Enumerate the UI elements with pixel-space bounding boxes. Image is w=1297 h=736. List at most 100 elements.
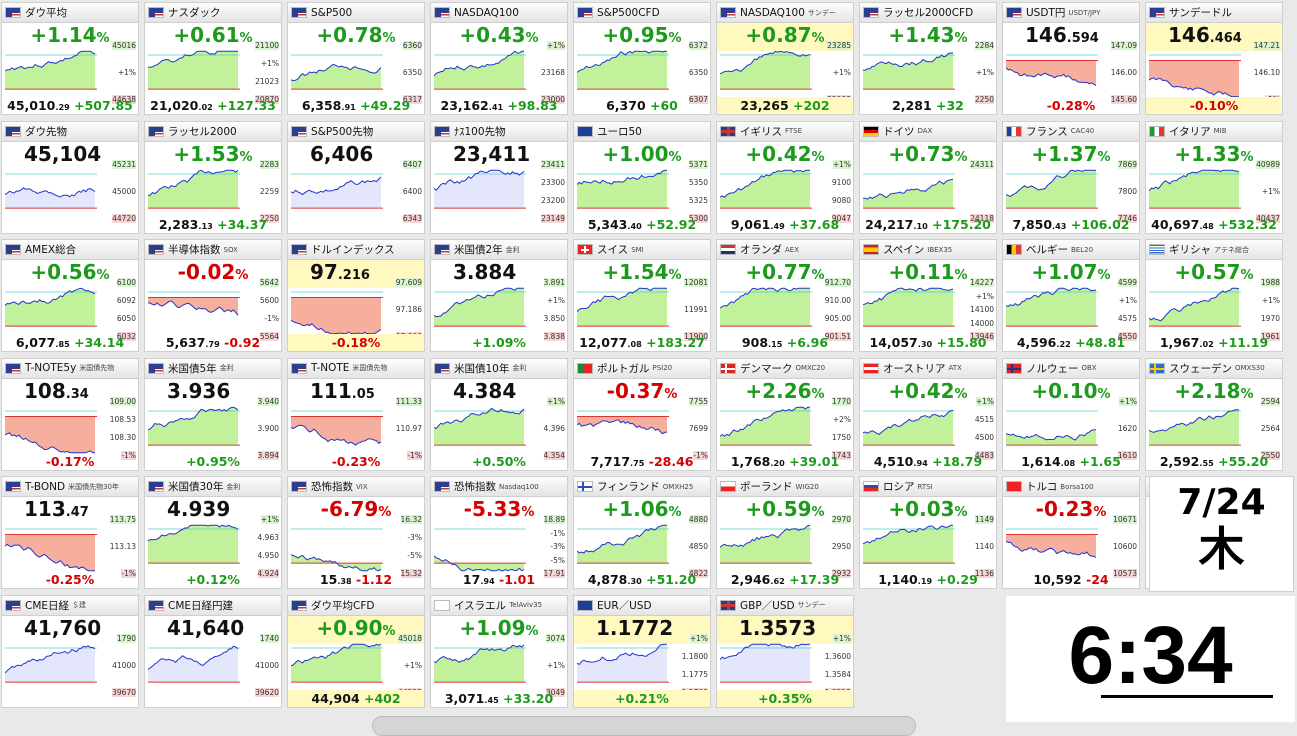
market-tile[interactable]: スイス SMI +1.54% 12081 11991 11900 12,077.08 +18… xyxy=(573,239,711,352)
market-tile[interactable]: ギリシャ アテネ総合 +0.57% 1988 +1% 1970 1961 1,967.02 +… xyxy=(1145,239,1283,352)
sparkline-area xyxy=(1006,429,1096,445)
market-tile[interactable]: イスラエル TelAviv35 +1.09% 3074 +1% 3049 3,071.45 … xyxy=(430,594,568,708)
axis-labels: 4880 4850 4822 xyxy=(666,515,708,585)
tile-subname: OMXS30 xyxy=(1235,364,1265,372)
market-tile[interactable]: T-BOND 米国債先物30年 113.47 113.75 113.13 -1% -0.25… xyxy=(1,476,139,589)
market-tile[interactable]: CME日経 ＄建 41,760 1790 41000 39670 xyxy=(1,594,139,708)
bottom-scrollbar[interactable] xyxy=(372,716,916,736)
tile-name: NASDAQ100 xyxy=(454,6,519,19)
price-change: -0.17% xyxy=(45,453,95,469)
market-tile[interactable]: トルコ Borsa100 -0.23% 10671 10600 10573 10,592 -… xyxy=(1002,476,1140,589)
sparkline-chart xyxy=(1149,287,1241,327)
market-tile[interactable]: フランス CAC40 +1.37% 7869 7800 7746 7,850.43 +106… xyxy=(1002,120,1140,234)
axis-label: 6032 xyxy=(116,332,136,341)
tile-main-value: 6,406 xyxy=(288,142,424,170)
sparkline-line xyxy=(720,287,810,309)
tile-subname: TelAviv35 xyxy=(509,601,543,609)
axis-label: 2594 xyxy=(1260,396,1280,406)
percent-unit: % xyxy=(954,386,968,402)
market-tile[interactable]: GBP／USDサンデー1.3573+1%1.36001.35841.3512+0… xyxy=(716,594,854,708)
sparkline-area xyxy=(577,525,667,564)
tile-subname: ＄建 xyxy=(72,601,87,609)
axis-label: 2250 xyxy=(974,95,994,104)
market-tile[interactable]: ベルギー BEL20 +1.07% 4599 +1% 4575 4550 4,596.22 +… xyxy=(1002,239,1140,352)
axis-label: 3049 xyxy=(545,687,565,697)
market-tile[interactable]: ノルウェー OBX +0.10% +1% 1620 1610 1,614.08 +1.65 xyxy=(1002,357,1140,471)
market-tile[interactable]: NASDAQ100 +0.43% +1% 23168 23000 23,162.41 +9… xyxy=(430,2,568,115)
percent-unit: % xyxy=(668,149,682,165)
tile-name: S&P500 xyxy=(311,6,353,19)
sparkline-area xyxy=(577,51,667,90)
market-tile[interactable]: 半導体指数 SOX -0.02% 5642 5600 -1% 5564 5,637.79 -0… xyxy=(144,239,282,352)
market-tile[interactable]: ナスダック +0.61% 21100 +1% 21023 20870 21,020.02 +… xyxy=(144,2,282,115)
market-tile[interactable]: ドイツ DAX +0.73% 24311 24118 24,217.10 +175.20 xyxy=(859,120,997,234)
tile-header: フィンランド OMXH25 xyxy=(574,477,710,497)
market-tile[interactable]: 恐怖指数 VIX -6.79% 16.32 -3% -5% 15.32 15.38 -1.12 xyxy=(287,476,425,589)
axis-label: +1% xyxy=(546,396,565,406)
tile-change-percent: -0.37% xyxy=(574,379,710,407)
price-dec: .48 xyxy=(1199,220,1214,231)
axis-label: 23285 xyxy=(827,41,851,50)
market-tile[interactable]: 恐怖指数 Nasdaq100 -5.33% 18.89 -1% -3% -5% 17.91 17… xyxy=(430,476,568,589)
market-tile[interactable]: ﾅｽ100先物 23,411 23411 23300 23200 23149 xyxy=(430,120,568,234)
axis-labels: 6407 6400 6343 xyxy=(380,159,422,230)
market-tile[interactable]: S&P500CFD +0.95% 6372 6350 6307 6,370 +60 xyxy=(573,2,711,115)
market-tile[interactable]: ダウ平均CFD+0.90%45018+1%4451244,904 +402 xyxy=(287,594,425,708)
market-tile[interactable]: 米国債5年 金利 3.936 3.940 3.900 3.894 +0.95% xyxy=(144,357,282,471)
axis-labels: +1% 23168 23000 xyxy=(523,41,565,111)
market-tile[interactable]: ユーロ50 +1.00% 5371 5350 5325 5300 5,343.40 +52.… xyxy=(573,120,711,234)
tile-main-value: 146.594 xyxy=(1003,23,1139,51)
market-tile[interactable]: T-NOTE 米国債先物 111.05 111.33 110.97 -1% -0.23% xyxy=(287,357,425,471)
axis-label: 24118 xyxy=(970,213,994,223)
change-percent-value: +0.59 xyxy=(745,497,812,521)
market-tile[interactable]: ダウ先物 45,104 45231 45000 44720 xyxy=(1,120,139,234)
flag-icon xyxy=(1006,481,1022,492)
market-tile[interactable]: ラッセル2000CFD +1.43% 2284 +1% 2250 2,281 +32 xyxy=(859,2,997,115)
market-tile[interactable]: ラッセル2000 +1.53% 2283 2259 2250 2,283.13 +34.3… xyxy=(144,120,282,234)
market-tile[interactable]: ロシア RTSI +0.03% 1149 1140 1136 1,140.19 +0.29 xyxy=(859,476,997,589)
tile-main-value: 4.384 xyxy=(431,379,567,407)
axis-label: 5642 xyxy=(259,278,279,287)
market-tile[interactable]: イタリア MIB +1.33% 40989 +1% 40437 40,697.48 +532… xyxy=(1145,120,1283,234)
tile-name: ドルインデックス xyxy=(311,244,395,256)
market-tile[interactable]: ポーランド WIG20 +0.59% 2970 2950 2932 2,946.62 +17… xyxy=(716,476,854,589)
percent-unit: % xyxy=(382,623,396,639)
percent-unit: % xyxy=(668,268,682,283)
market-tile[interactable]: イギリス FTSE +0.42% +1% 9100 9080 9047 9,061.49 +3… xyxy=(716,120,854,234)
percent-unit: % xyxy=(668,31,682,46)
market-tile[interactable]: スウェーデン OMXS30 +2.18% 2594 2564 2550 2,592.55 +… xyxy=(1145,357,1283,471)
sparkline-area xyxy=(148,525,238,564)
percent-unit: % xyxy=(1097,386,1111,402)
market-tile[interactable]: スペイン IBEX35 +0.11% 14227 +1% 14100 14000 13946 1… xyxy=(859,239,997,352)
market-tile[interactable]: オーストリア ATX +0.42% +1% 4515 4500 4483 4,510.94 +… xyxy=(859,357,997,471)
market-tile[interactable]: ダウ平均 +1.14% 45016 +1% 44638 45,010.29 +507.85 xyxy=(1,2,139,115)
sparkline-line xyxy=(863,409,954,435)
market-tile[interactable]: AMEX総合 +0.56% 6100 6092 6050 6032 6,077.85 +34… xyxy=(1,239,139,352)
axis-label: +1% xyxy=(832,159,851,169)
sparkline-chart xyxy=(148,291,240,316)
market-tile[interactable]: S&P500先物 6,406 6407 6400 6343 xyxy=(287,120,425,234)
tile-change-percent: +0.73% xyxy=(860,142,996,170)
change-percent-value: +0.03 xyxy=(888,497,955,521)
market-tile[interactable]: 米国債2年 金利 3.884 3.891 +1% 3.850 3.838 +1.09% xyxy=(430,239,568,352)
market-tile[interactable]: CME日経円建 41,640 1740 41000 39620 xyxy=(144,594,282,708)
tile-subname: CAC40 xyxy=(1070,127,1095,135)
market-tile[interactable]: T-NOTE5y 米国債先物 108.34 109.00 108.53 108.30 -1%… xyxy=(1,357,139,471)
market-tile[interactable]: デンマーク OMXC20 +2.26% 1770 +2% 1750 1743 1,768.20… xyxy=(716,357,854,471)
market-tile[interactable]: フィンランド OMXH25 +1.06% 4880 4850 4822 4,878.30 +… xyxy=(573,476,711,589)
axis-label: +1% xyxy=(1261,296,1280,305)
market-tile[interactable]: USDT円 USDT/JPY 146.594 147.09 146.00 145.60 -0… xyxy=(1002,2,1140,115)
market-tile[interactable]: オランダ AEX +0.77% 912.70 910.00 905.00 901.51 908… xyxy=(716,239,854,352)
market-tile[interactable]: 米国債10年 金利 4.384 +1% 4.396 4.354 +0.50% xyxy=(430,357,568,471)
market-tile[interactable]: ポルトガル PSI20 -0.37% 7755 7699 -1% 7,717.75 -28.… xyxy=(573,357,711,471)
tile-main-value: 108.34 xyxy=(2,379,138,407)
price-change: +34.14 xyxy=(74,335,125,350)
market-tile[interactable]: 米国債30年 金利 4.939 +1% 4.963 4.950 4.924 +0.12% xyxy=(144,476,282,589)
market-tile[interactable]: S&P500 +0.78% 6360 6350 6317 6,358.91 +49.29 xyxy=(287,2,425,115)
percent-unit: % xyxy=(382,31,396,46)
change-percent-value: -6.79 xyxy=(320,497,379,521)
